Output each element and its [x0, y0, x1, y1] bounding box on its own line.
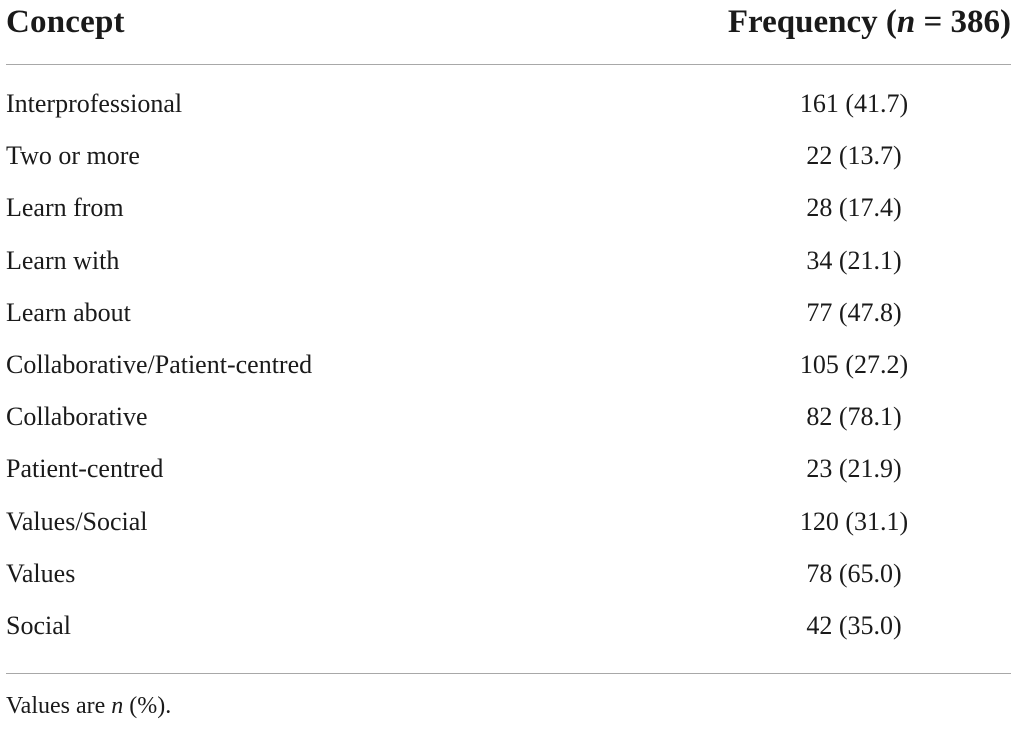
frequency-header-suffix: = 386): [915, 4, 1011, 40]
concept-cell: Collaborative: [6, 402, 148, 432]
frequency-cell: 105 (27.2): [799, 349, 909, 379]
table-row: Values 78 (65.0): [0, 552, 1017, 604]
table-header-row: Concept Frequency (n = 386): [0, 0, 1017, 64]
table-footnote: Values are n (%).: [6, 690, 171, 722]
table-row: Collaborative/Patient-centred 105 (27.2): [0, 343, 1017, 395]
frequency-header-n: n: [896, 4, 916, 40]
table-row: Two or more 22 (13.7): [0, 134, 1017, 186]
frequency-cell: 77 (47.8): [806, 297, 902, 327]
table-row: Collaborative 82 (78.1): [0, 395, 1017, 447]
frequency-cell: 82 (78.1): [806, 402, 902, 432]
frequency-cell: 42 (35.0): [806, 610, 902, 640]
table-row: Learn from 28 (17.4): [0, 186, 1017, 238]
frequency-cell: 78 (65.0): [806, 558, 902, 588]
concept-cell: Learn from: [6, 193, 124, 223]
footer-divider: [6, 673, 1011, 674]
concept-cell: Learn about: [6, 297, 131, 327]
concept-cell: Two or more: [6, 141, 140, 171]
concept-cell: Interprofessional: [6, 89, 183, 118]
concept-cell: Values: [6, 558, 76, 588]
column-header-concept: Concept: [6, 4, 125, 40]
table-row: Social 42 (35.0): [0, 604, 1017, 656]
frequency-cell: 34 (21.1): [806, 245, 902, 275]
footnote-prefix: Values are: [6, 693, 112, 719]
frequency-cell: 28 (17.4): [806, 193, 902, 223]
table-row: Interprofessional 161 (41.7): [0, 82, 1017, 134]
frequency-cell: 22 (13.7): [806, 141, 902, 171]
concept-cell: Learn with: [6, 245, 120, 275]
footnote-n: n: [111, 693, 124, 719]
concept-cell: Social: [6, 610, 71, 640]
concept-cell: Collaborative/Patient-centred: [6, 349, 313, 379]
frequency-cell: 161 (41.7): [799, 89, 909, 118]
header-divider: [6, 64, 1011, 65]
frequency-header-prefix: Frequency (: [727, 4, 897, 40]
table-row: Learn with 34 (21.1): [0, 239, 1017, 291]
frequency-cell: 120 (31.1): [799, 506, 909, 536]
table-body: Interprofessional 161 (41.7) Two or more 22…: [0, 82, 1017, 656]
table-row: Learn about 77 (47.8): [0, 291, 1017, 343]
table-row: Values/Social 120 (31.1): [0, 500, 1017, 552]
table-row: Patient-centred 23 (21.9): [0, 447, 1017, 499]
frequency-table: Concept Frequency (n = 386) Interprofess…: [0, 0, 1017, 719]
footnote-suffix: (%).: [123, 693, 172, 719]
concept-cell: Values/Social: [6, 506, 148, 536]
column-header-frequency: Frequency (n = 386): [728, 2, 1011, 42]
concept-cell: Patient-centred: [6, 454, 164, 484]
frequency-cell: 23 (21.9): [806, 454, 902, 484]
